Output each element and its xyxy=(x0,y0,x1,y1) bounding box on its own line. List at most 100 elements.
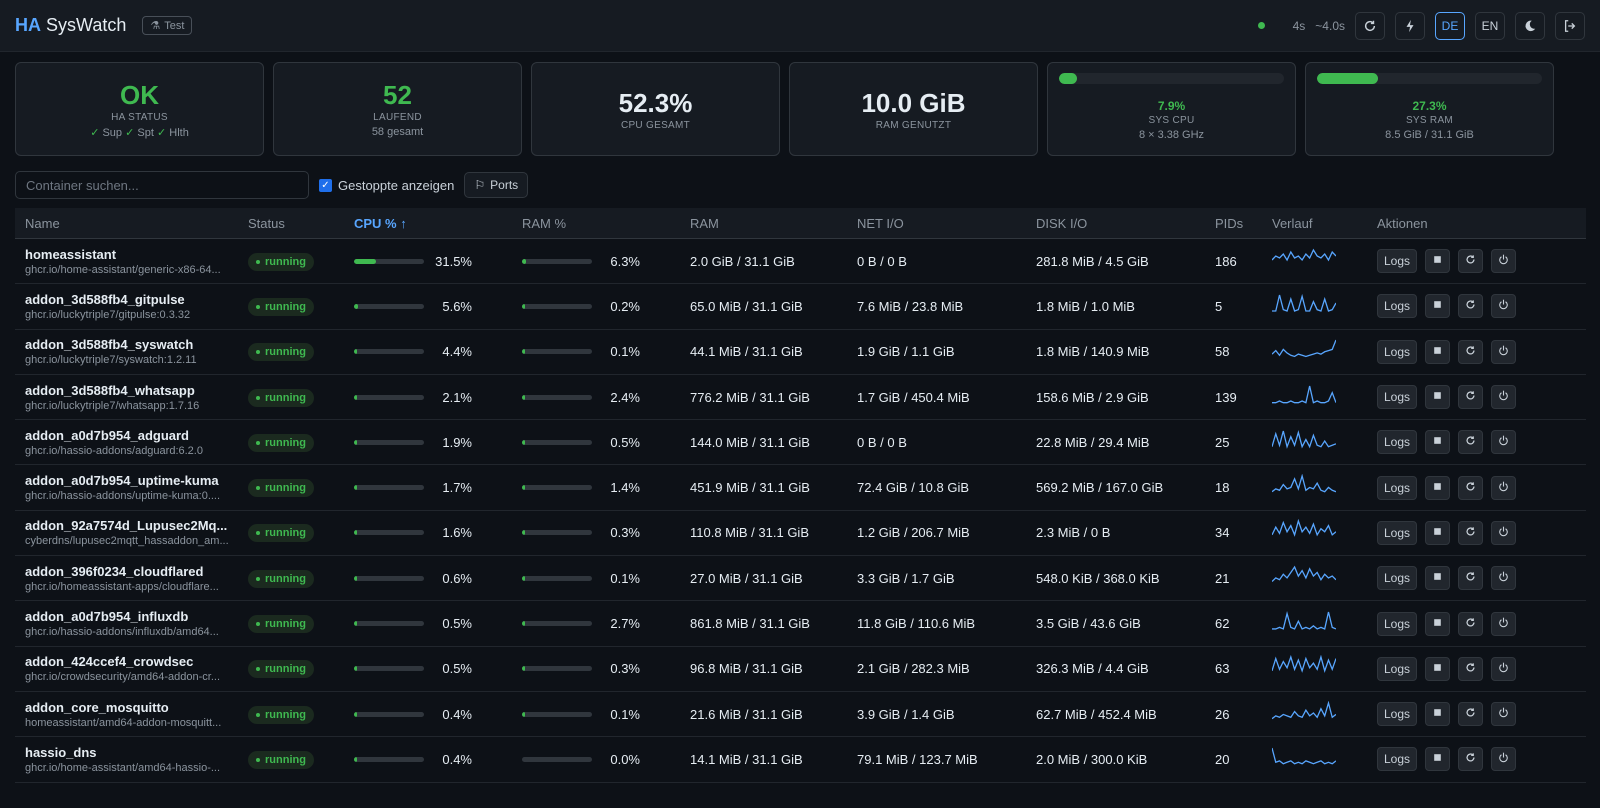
power-button[interactable] xyxy=(1491,249,1516,274)
logs-button[interactable]: Logs xyxy=(1377,656,1417,681)
container-name: addon_a0d7b954_influxdb xyxy=(25,609,189,625)
ram-pct-cell: 2.7% xyxy=(512,616,680,631)
pids-value: 34 xyxy=(1215,525,1230,541)
logs-button[interactable]: Logs xyxy=(1377,385,1417,410)
restart-button[interactable] xyxy=(1458,249,1483,274)
col-name[interactable]: Name xyxy=(25,215,60,231)
ports-button[interactable]: ⚐ Ports xyxy=(464,172,529,198)
ram-pct-cell: 0.3% xyxy=(512,525,680,540)
cpu-value: 0.5% xyxy=(442,616,472,632)
refresh-button[interactable] xyxy=(1355,11,1385,40)
stop-button[interactable] xyxy=(1425,520,1450,545)
logs-button[interactable]: Logs xyxy=(1377,430,1417,455)
power-button[interactable] xyxy=(1491,294,1516,319)
restart-button[interactable] xyxy=(1458,475,1483,500)
lang-de-button[interactable]: DE xyxy=(1435,11,1465,40)
table-row[interactable]: homeassistant ghcr.io/home-assistant/gen… xyxy=(15,239,1586,285)
logs-button[interactable]: Logs xyxy=(1377,566,1417,591)
power-button[interactable] xyxy=(1491,656,1516,681)
history-chart xyxy=(1262,474,1367,501)
restart-button[interactable] xyxy=(1458,520,1483,545)
col-pids[interactable]: PIDs xyxy=(1215,215,1244,231)
logs-button[interactable]: Logs xyxy=(1377,611,1417,636)
stop-button[interactable] xyxy=(1425,475,1450,500)
history-chart xyxy=(1262,700,1367,728)
quick-action-button[interactable] xyxy=(1395,11,1425,40)
restart-button[interactable] xyxy=(1458,430,1483,455)
restart-button[interactable] xyxy=(1458,566,1483,591)
stop-button[interactable] xyxy=(1425,339,1450,364)
logs-button[interactable]: Logs xyxy=(1377,339,1417,364)
logs-button[interactable]: Logs xyxy=(1377,702,1417,727)
table-row[interactable]: addon_92a7574d_Lupusec2Mq... cyberdns/lu… xyxy=(15,511,1586,557)
theme-toggle-button[interactable] xyxy=(1515,11,1545,40)
restart-icon xyxy=(1465,299,1476,313)
status-text: running xyxy=(265,436,306,449)
container-name-cell: addon_core_mosquitto homeassistant/amd64… xyxy=(15,700,238,729)
power-button[interactable] xyxy=(1491,747,1516,772)
table-row[interactable]: addon_396f0234_cloudflared ghcr.io/homea… xyxy=(15,556,1586,602)
table-row[interactable]: addon_3d588fb4_whatsapp ghcr.io/luckytri… xyxy=(15,375,1586,421)
net-io-value: 3.9 GiB / 1.4 GiB xyxy=(857,706,955,722)
restart-button[interactable] xyxy=(1458,385,1483,410)
stop-button[interactable] xyxy=(1425,747,1450,772)
table-row[interactable]: addon_core_mosquitto homeassistant/amd64… xyxy=(15,692,1586,738)
power-button[interactable] xyxy=(1491,430,1516,455)
col-ram-pct[interactable]: RAM % xyxy=(522,215,567,231)
table-row[interactable]: addon_3d588fb4_gitpulse ghcr.io/luckytri… xyxy=(15,284,1586,330)
stop-button[interactable] xyxy=(1425,702,1450,727)
restart-button[interactable] xyxy=(1458,611,1483,636)
stop-button[interactable] xyxy=(1425,249,1450,274)
power-button[interactable] xyxy=(1491,339,1516,364)
stop-button[interactable] xyxy=(1425,566,1450,591)
stop-button[interactable] xyxy=(1425,294,1450,319)
ram-bar xyxy=(522,349,592,355)
col-cpu[interactable]: CPU % ↑ xyxy=(354,215,407,231)
power-button[interactable] xyxy=(1491,385,1516,410)
power-button[interactable] xyxy=(1491,475,1516,500)
container-name: addon_3d588fb4_whatsapp xyxy=(25,382,195,398)
power-button[interactable] xyxy=(1491,702,1516,727)
logs-button[interactable]: Logs xyxy=(1377,747,1417,772)
power-button[interactable] xyxy=(1491,566,1516,591)
show-stopped-toggle[interactable]: ✓ Gestoppte anzeigen xyxy=(319,178,454,193)
table-row[interactable]: hassio_dns ghcr.io/home-assistant/amd64-… xyxy=(15,737,1586,783)
restart-button[interactable] xyxy=(1458,294,1483,319)
test-badge[interactable]: ⚗ Test xyxy=(142,16,193,35)
table-row[interactable]: addon_a0d7b954_adguard ghcr.io/hassio-ad… xyxy=(15,420,1586,466)
table-row[interactable]: addon_3d588fb4_syswatch ghcr.io/luckytri… xyxy=(15,330,1586,375)
power-button[interactable] xyxy=(1491,611,1516,636)
ram-bar-fill xyxy=(522,711,525,717)
logs-button[interactable]: Logs xyxy=(1377,520,1417,545)
logout-button[interactable] xyxy=(1555,11,1585,40)
restart-button[interactable] xyxy=(1458,747,1483,772)
logs-button[interactable]: Logs xyxy=(1377,249,1417,274)
ram-value: 2.0 GiB / 31.1 GiB xyxy=(690,253,795,269)
logs-button[interactable]: Logs xyxy=(1377,294,1417,319)
restart-button[interactable] xyxy=(1458,656,1483,681)
stop-button[interactable] xyxy=(1425,656,1450,681)
col-status[interactable]: Status xyxy=(248,215,285,231)
table-row[interactable]: addon_a0d7b954_uptime-kuma ghcr.io/hassi… xyxy=(15,465,1586,511)
actions-cell: Logs xyxy=(1367,294,1547,319)
logs-button[interactable]: Logs xyxy=(1377,475,1417,500)
status-dot xyxy=(256,622,260,627)
stop-button[interactable] xyxy=(1425,430,1450,455)
stop-button[interactable] xyxy=(1425,385,1450,410)
power-button[interactable] xyxy=(1491,520,1516,545)
sparkline xyxy=(1271,519,1337,538)
lang-en-button[interactable]: EN xyxy=(1475,11,1505,40)
show-stopped-checkbox[interactable]: ✓ xyxy=(319,178,332,192)
col-net[interactable]: NET I/O xyxy=(857,215,904,231)
col-ram[interactable]: RAM xyxy=(690,215,719,231)
table-row[interactable]: addon_a0d7b954_influxdb ghcr.io/hassio-a… xyxy=(15,601,1586,647)
stop-button[interactable] xyxy=(1425,611,1450,636)
col-disk[interactable]: DISK I/O xyxy=(1036,215,1088,231)
container-search-input[interactable] xyxy=(15,171,309,199)
table-body: homeassistant ghcr.io/home-assistant/gen… xyxy=(15,239,1586,783)
flag-icon: ⚐ xyxy=(474,178,486,192)
table-row[interactable]: addon_424ccef4_crowdsec ghcr.io/crowdsec… xyxy=(15,647,1586,692)
restart-button[interactable] xyxy=(1458,702,1483,727)
restart-button[interactable] xyxy=(1458,339,1483,364)
container-table: Name Status CPU % ↑ RAM % RAM NET I/O DI… xyxy=(15,208,1586,783)
